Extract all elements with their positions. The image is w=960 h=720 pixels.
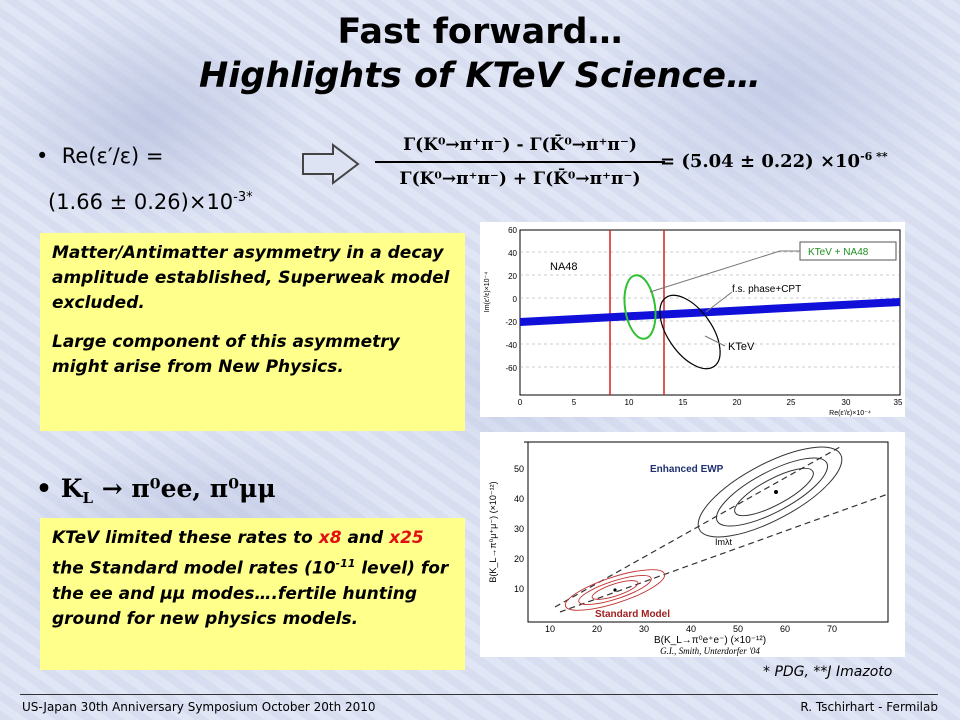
- plot1-xlabel: Re(ε′/ε)×10⁻⁴: [829, 410, 871, 417]
- limits-text: the Standard model rates (10: [52, 558, 336, 579]
- plot2-credit: G.I., Smith, Unterdorfer '04: [660, 646, 760, 656]
- plot2-ylabel: B(K_L→π⁰μ⁺μ⁻) (×10⁻¹²): [488, 481, 498, 582]
- formula-numerator: Γ(K⁰→π⁺π⁻) - Γ(K̄⁰→π⁺π⁻): [403, 135, 637, 155]
- limits-paragraph: KTeV limited these rates to x8 and x25 t…: [52, 526, 453, 632]
- plot1-ylabel: Im(ε′/ε)×10⁻⁴: [484, 272, 491, 313]
- plot1-ytick: 20: [508, 272, 517, 281]
- limit-x25: x25: [389, 528, 424, 548]
- plot1-xtick: 30: [842, 398, 851, 407]
- plot1-xtick: 10: [625, 398, 634, 407]
- footer-divider: [20, 694, 938, 695]
- plot2-label-im: Imλt: [715, 537, 732, 547]
- formula-denominator: Γ(K⁰→π⁺π⁻) + Γ(K̄⁰→π⁺π⁻): [399, 169, 641, 189]
- plot2-ytick: 20: [514, 554, 524, 564]
- slide-title: Fast forward…: [337, 12, 623, 52]
- plot2-xtick: 20: [592, 624, 602, 634]
- plot1-ytick: 0: [513, 295, 518, 304]
- plot1-ytick: 60: [508, 226, 517, 235]
- bullet-kl-decay: • KL → π⁰ee, π⁰μμ: [36, 474, 276, 507]
- plot2-xtick: 10: [545, 624, 555, 634]
- limit-x8: x8: [318, 528, 342, 548]
- plot1-ytick: 40: [508, 249, 517, 258]
- kl-label: K: [60, 474, 83, 503]
- plot1-xtick: 20: [733, 398, 742, 407]
- plot1-legend: KTeV + NA48: [808, 247, 869, 258]
- kl-plot-svg: Enhanced EWP Standard Model Imλt 50 40 3…: [488, 441, 889, 656]
- plot2-label-sm: Standard Model: [595, 609, 670, 620]
- plot1-ytick: -40: [505, 341, 517, 350]
- right-arrow-icon: [302, 142, 360, 186]
- plot1-xtick: 25: [787, 398, 796, 407]
- result-value: = (5.04 ± 0.22) ×10: [660, 151, 861, 172]
- plot2-ytick: 10: [514, 584, 524, 594]
- note-paragraph-2: Large component of this asymmetry might …: [52, 332, 400, 377]
- formula-result: = (5.04 ± 0.22) ×10-6 **: [660, 150, 888, 172]
- epsilon-plot-svg: KTeV + NA48 NA48 f.s. phase+CPT KTeV 60 …: [484, 226, 903, 417]
- limits-text: KTeV limited these rates to: [52, 528, 319, 548]
- re-epsilon-label: Re(ε′/ε) =: [61, 144, 164, 168]
- re-epsilon-star: *: [246, 190, 253, 205]
- matter-antimatter-note: Matter/Antimatter asymmetry in a decay a…: [40, 233, 465, 431]
- references-note: * PDG, **J Imazoto: [763, 664, 893, 680]
- bullet-dot: •: [36, 144, 49, 168]
- limits-text: and: [341, 528, 390, 548]
- plot1-label-na48: NA48: [550, 261, 578, 273]
- footer-author: R. Tschirhart - Fermilab: [800, 700, 938, 714]
- plot1-label-ktev: KTeV: [728, 341, 755, 353]
- plot2-ytick: 50: [514, 464, 524, 474]
- limits-text: level) for the ee and μμ modes….fertile …: [52, 558, 449, 629]
- note-paragraph-1: Matter/Antimatter asymmetry in a decay a…: [52, 243, 450, 313]
- plot2-xtick: 50: [733, 624, 743, 634]
- plot1-ytick: -60: [505, 364, 517, 373]
- plot2-label-ewp: Enhanced EWP: [650, 464, 724, 475]
- bullet-dot: •: [36, 474, 52, 503]
- kl-subscript: L: [82, 489, 93, 507]
- plot2-xtick: 60: [780, 624, 790, 634]
- slide-subtitle: Highlights of KTeV Science…: [198, 56, 762, 96]
- fraction-bar: [375, 161, 665, 163]
- asymmetry-formula: Γ(K⁰→π⁺π⁻) - Γ(K̄⁰→π⁺π⁻) Γ(K⁰→π⁺π⁻) + Γ(…: [375, 135, 665, 189]
- plot2-xtick: 70: [827, 624, 837, 634]
- plot2-xtick: 30: [639, 624, 649, 634]
- epsilon-prime-plot: KTeV + NA48 NA48 f.s. phase+CPT KTeV 60 …: [480, 222, 905, 417]
- re-epsilon-value-line: (1.66 ± 0.26)×10-3*: [48, 190, 253, 214]
- result-exponent: -6 **: [860, 150, 888, 163]
- plot1-ytick: -20: [505, 318, 517, 327]
- plot1-xtick: 5: [572, 398, 577, 407]
- plot1-xtick: 0: [518, 398, 523, 407]
- re-epsilon-value: (1.66 ± 0.26)×10: [48, 190, 234, 214]
- plot1-xtick: 15: [679, 398, 688, 407]
- ktev-limits-note: KTeV limited these rates to x8 and x25 t…: [40, 518, 465, 670]
- plot2-xlabel: B(K_L→π⁰e⁺e⁻) (×10⁻¹²): [654, 635, 766, 646]
- kl-decay-modes: → π⁰ee, π⁰μμ: [92, 474, 276, 503]
- plot1-xtick: 35: [894, 398, 903, 407]
- re-epsilon-exponent: -3: [233, 190, 247, 205]
- plot2-ytick: 40: [514, 494, 524, 504]
- kl-rates-plot: Enhanced EWP Standard Model Imλt 50 40 3…: [480, 432, 905, 657]
- plot2-xtick: 40: [686, 624, 696, 634]
- plot2-ytick: 30: [514, 524, 524, 534]
- limits-exponent: -11: [335, 557, 356, 570]
- plot1-label-phase: f.s. phase+CPT: [732, 284, 801, 295]
- bullet-re-epsilon: • Re(ε′/ε) =: [36, 144, 164, 168]
- footer-event: US-Japan 30th Anniversary Symposium Octo…: [22, 700, 376, 714]
